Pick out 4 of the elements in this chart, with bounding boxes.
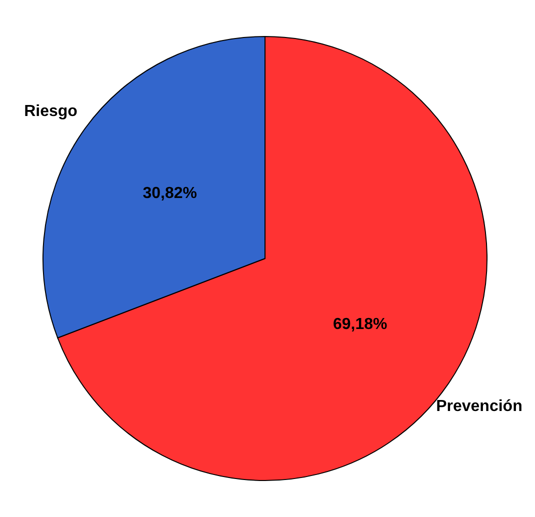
slice-label: Riesgo [24,103,78,120]
slice-label: Prevención [436,398,522,415]
data-label: 30,82% [142,185,198,202]
data-label: 69,18% [332,316,388,333]
